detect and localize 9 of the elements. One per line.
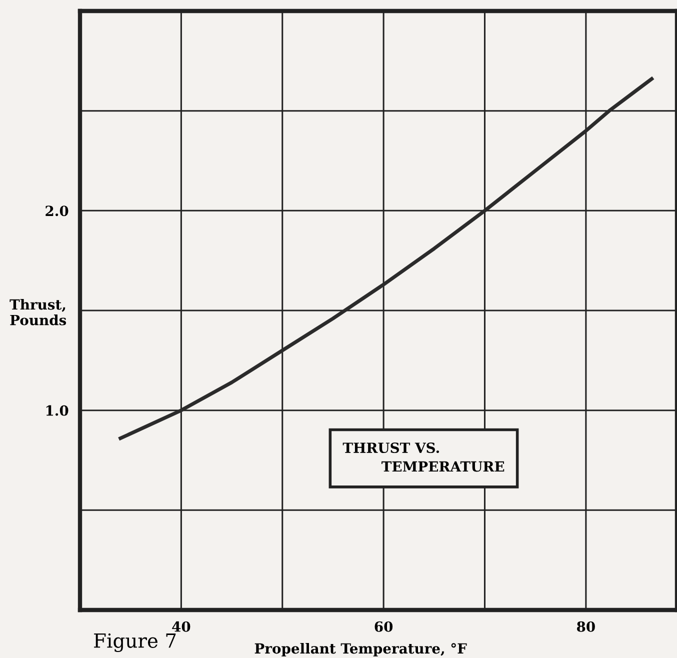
x-tick-label: 60 (374, 621, 393, 632)
x-tick-label: 80 (576, 621, 595, 632)
x-axis-title: Propellant Temperature, °F (254, 642, 467, 656)
caption: Figure 7 (94, 633, 176, 652)
y-tick-label: 1.0 (46, 405, 68, 416)
y-axis-title: Thrust, Pounds (10, 299, 66, 326)
x-tick-label: 40 (172, 621, 190, 632)
annotation: THRUST VS. TEMPERATURE (342, 442, 504, 472)
y-tick-label: 2.0 (46, 206, 68, 216)
